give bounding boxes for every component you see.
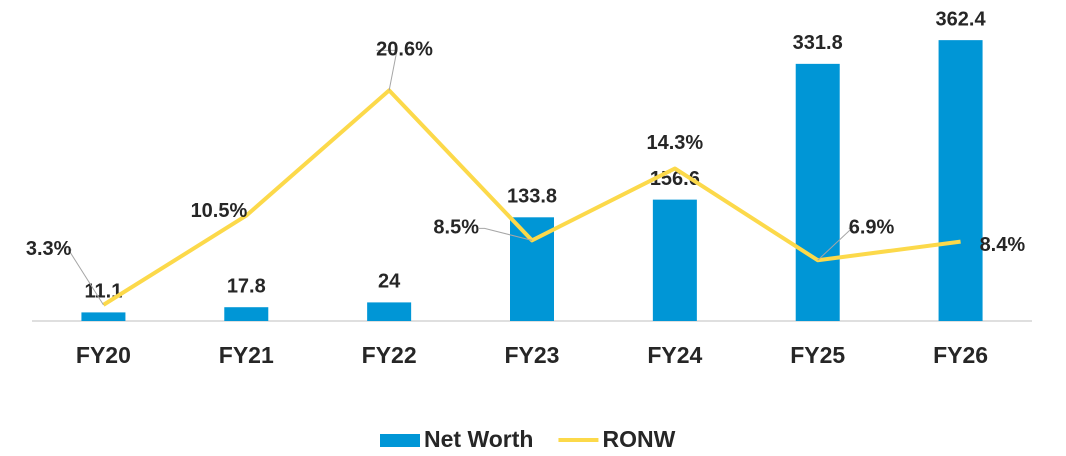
bar-value-label: 362.4 — [936, 8, 987, 30]
legend-label: Net Worth — [424, 426, 533, 452]
bar — [81, 312, 126, 321]
bar-value-label: 133.8 — [507, 186, 557, 208]
x-tick-label: FY21 — [219, 342, 274, 368]
line-value-label: 20.6% — [376, 39, 433, 61]
bar-value-label: 331.8 — [793, 32, 843, 54]
x-tick-label: FY22 — [362, 342, 417, 368]
legend-swatch — [380, 434, 420, 447]
leader-line — [376, 49, 398, 91]
x-tick-label: FY26 — [933, 342, 988, 368]
x-tick-label: FY20 — [76, 342, 131, 368]
line-value-label: 8.4% — [980, 234, 1026, 256]
line-value-label: 8.5% — [433, 217, 479, 239]
bar — [367, 302, 412, 321]
bar — [652, 199, 697, 321]
bar-value-label: 17.8 — [227, 275, 266, 297]
line-value-label: 14.3% — [646, 132, 703, 154]
bar — [224, 307, 269, 321]
line-value-label: 10.5% — [191, 200, 248, 222]
line-value-label: 6.9% — [849, 217, 895, 239]
leader-line — [479, 227, 533, 241]
leader-line — [817, 227, 854, 261]
bar — [795, 63, 840, 321]
leader-line — [67, 249, 104, 306]
x-tick-label: FY24 — [647, 342, 702, 368]
bar — [938, 40, 983, 321]
line-value-label: 3.3% — [26, 238, 72, 260]
legend-label: RONW — [602, 426, 675, 452]
bar-value-label: 24 — [378, 271, 401, 293]
x-tick-label: FY23 — [505, 342, 560, 368]
x-tick-label: FY25 — [790, 342, 845, 368]
